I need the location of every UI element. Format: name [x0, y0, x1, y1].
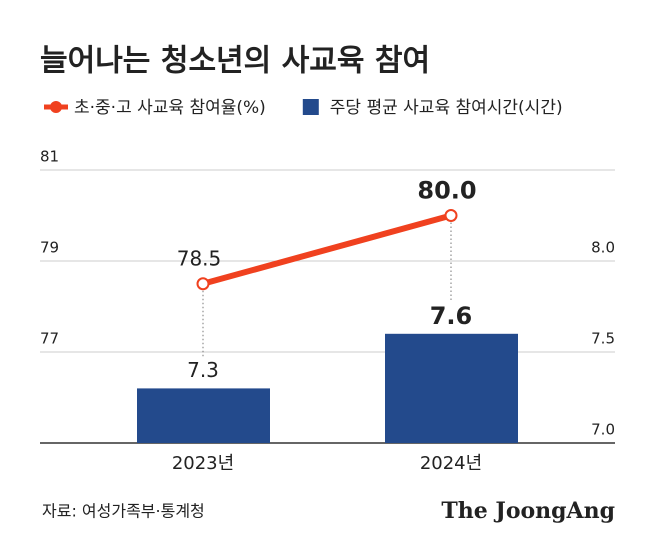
credit: The JoongAng [441, 498, 615, 524]
bar-value-label: 7.3 [187, 358, 219, 382]
source: 자료: 여성가족부·통계청 [42, 502, 205, 521]
point-value-label: 80.0 [417, 177, 476, 205]
y-tick-label: 81 [40, 148, 59, 166]
legend-point [50, 101, 62, 113]
x-tick-label: 2024년 [420, 453, 482, 474]
bar-value-label: 7.6 [430, 302, 473, 330]
y-tick-label: 77 [40, 330, 59, 348]
point-value-label: 78.5 [177, 246, 222, 270]
y-tick-label: 79 [40, 239, 59, 257]
x-tick-label: 2023년 [172, 453, 234, 474]
y2-tick-label: 7.0 [591, 421, 615, 439]
y2-tick-label: 8.0 [591, 239, 615, 257]
y2-tick-label: 7.5 [591, 330, 615, 348]
bar [385, 333, 518, 443]
legend-label: 주당 평균 사교육 참여시간(시간) [330, 98, 563, 118]
chart-title: 늘어나는 청소년의 사교육 참여 [40, 44, 430, 79]
legend-label: 초·중·고 사교육 참여율(%) [74, 98, 266, 118]
legend-swatch [302, 99, 319, 115]
bar [137, 388, 270, 443]
point [444, 209, 458, 222]
point [196, 277, 210, 291]
line [202, 212, 452, 287]
